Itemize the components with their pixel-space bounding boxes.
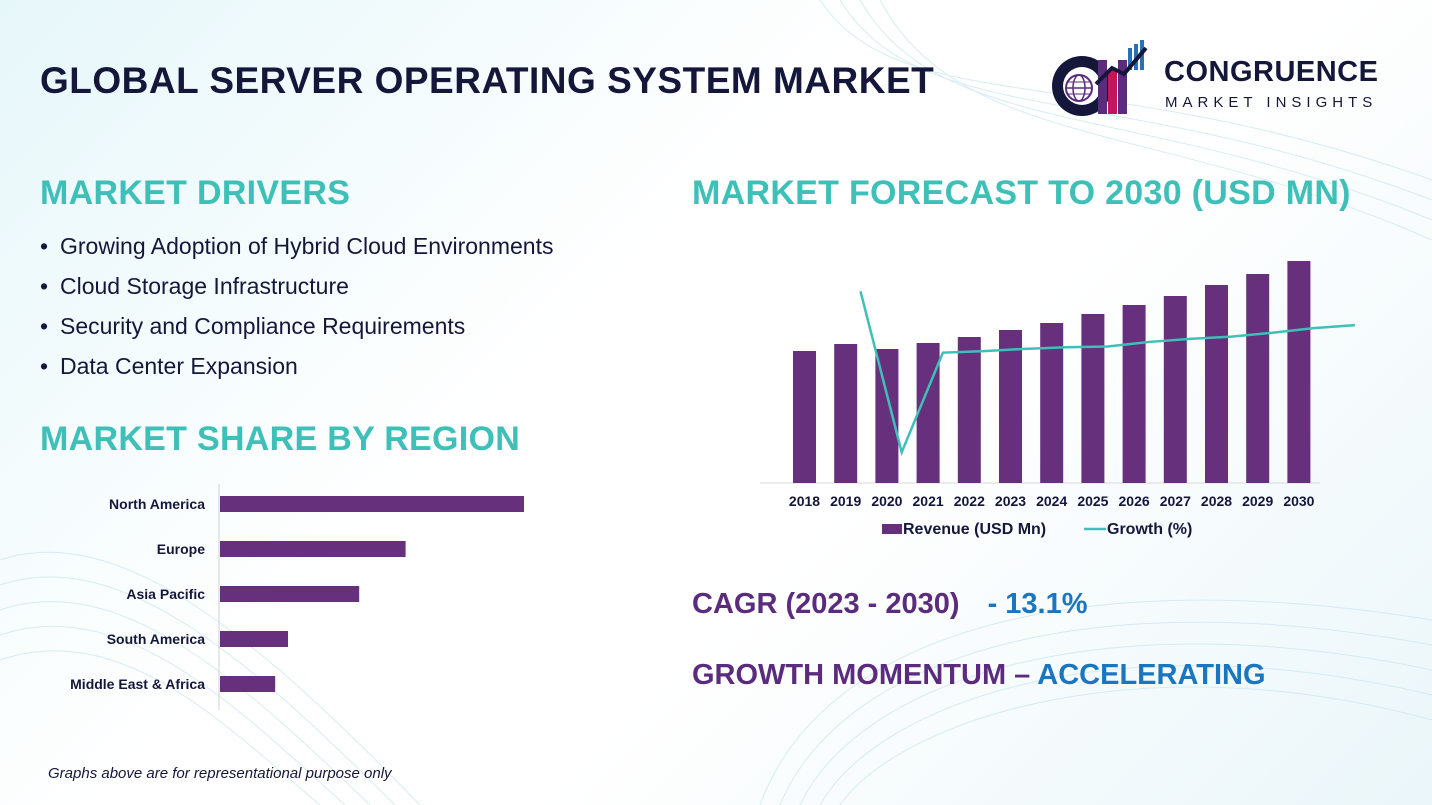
market-drivers-list: • Growing Adoption of Hybrid Cloud Enviro… <box>40 229 553 389</box>
region-bar <box>220 496 524 512</box>
logo-tagline: MARKET INSIGHTS <box>1165 94 1378 111</box>
bullet-icon: • <box>40 353 49 379</box>
region-category-label: South America <box>107 631 205 647</box>
bullet-icon: • <box>40 313 49 339</box>
year-tick-label: 2029 <box>1242 493 1273 509</box>
cagr-value: - 13.1% <box>987 588 1088 620</box>
year-tick-label: 2022 <box>954 493 985 509</box>
growth-momentum-statement: GROWTH MOMENTUM – ACCELERATING <box>692 659 1266 692</box>
year-tick-label: 2023 <box>995 493 1026 509</box>
revenue-bar <box>1122 305 1146 483</box>
year-tick-label: 2021 <box>913 493 944 509</box>
list-item: • Growing Adoption of Hybrid Cloud Enviro… <box>40 229 553 269</box>
revenue-bar <box>1205 285 1228 483</box>
region-bar <box>220 586 360 602</box>
market-forecast-title: MARKET FORECAST TO 2030 (USD MN) <box>692 174 1351 212</box>
forecast-combo-chart: 2018 2019 2020 2021 2022 2023 2024 2025 2026 2027… <box>760 261 1355 538</box>
revenue-bar <box>1040 323 1064 483</box>
bullet-icon: • <box>40 273 49 299</box>
legend-label-revenue: Revenue (USD Mn) <box>903 521 1046 538</box>
year-tick-label: 2028 <box>1201 493 1232 509</box>
revenue-bar <box>1081 314 1105 483</box>
driver-text: Growing Adoption of Hybrid Cloud Environ… <box>60 233 554 259</box>
company-logo: CONGRUENCE MARKET INSIGHTS <box>1046 40 1396 120</box>
year-tick-label: 2025 <box>1077 493 1108 509</box>
region-bar <box>220 541 406 557</box>
legend-label-growth: Growth (%) <box>1107 521 1192 538</box>
page-title: GLOBAL SERVER OPERATING SYSTEM MARKET <box>40 60 935 101</box>
revenue-bar <box>957 337 981 483</box>
momentum-value: ACCELERATING <box>1037 659 1266 691</box>
revenue-bar <box>875 349 899 483</box>
revenue-bar <box>999 330 1022 483</box>
legend-swatch-revenue <box>882 524 902 534</box>
driver-text: Cloud Storage Infrastructure <box>60 273 349 299</box>
year-tick-label: 2019 <box>830 493 861 509</box>
cagr-label: CAGR (2023 - 2030) <box>692 588 960 620</box>
region-category-label: Middle East & Africa <box>70 676 205 692</box>
revenue-bar <box>834 344 858 483</box>
bullet-icon: • <box>40 233 49 259</box>
revenue-bar <box>916 343 940 483</box>
market-share-title: MARKET SHARE BY REGION <box>40 420 521 458</box>
region-category-label: Europe <box>157 541 205 557</box>
list-item: • Data Center Expansion <box>40 349 553 389</box>
year-tick-label: 2026 <box>1119 493 1150 509</box>
momentum-label: GROWTH MOMENTUM – <box>692 659 1038 691</box>
driver-text: Security and Compliance Requirements <box>60 313 466 339</box>
market-drivers-title: MARKET DRIVERS <box>40 174 351 212</box>
list-item: • Cloud Storage Infrastructure <box>40 269 553 309</box>
region-bar <box>220 631 288 647</box>
region-bar <box>220 676 276 692</box>
year-tick-label: 2020 <box>871 493 902 509</box>
region-category-label: North America <box>109 496 205 512</box>
revenue-bar <box>1287 261 1311 483</box>
cagr-statement: CAGR (2023 - 2030) - 13.1% <box>692 588 1088 621</box>
year-tick-label: 2024 <box>1036 493 1067 509</box>
footnote: Graphs above are for representational pu… <box>48 765 392 782</box>
list-item: • Security and Compliance Requirements <box>40 309 553 349</box>
revenue-bar <box>1246 274 1270 483</box>
logo-name: CONGRUENCE <box>1164 56 1379 88</box>
year-tick-label: 2030 <box>1283 493 1314 509</box>
growth-line <box>859 291 1355 457</box>
cm-monogram-globe-chart-icon <box>1052 40 1148 116</box>
revenue-bar <box>1163 296 1187 483</box>
region-bar-chart: North America Europe Asia Pacific South Ame… <box>70 484 524 710</box>
region-category-label: Asia Pacific <box>126 586 205 602</box>
revenue-bar <box>793 351 816 483</box>
year-tick-label: 2018 <box>789 493 820 509</box>
driver-text: Data Center Expansion <box>60 353 298 379</box>
year-tick-label: 2027 <box>1160 493 1191 509</box>
